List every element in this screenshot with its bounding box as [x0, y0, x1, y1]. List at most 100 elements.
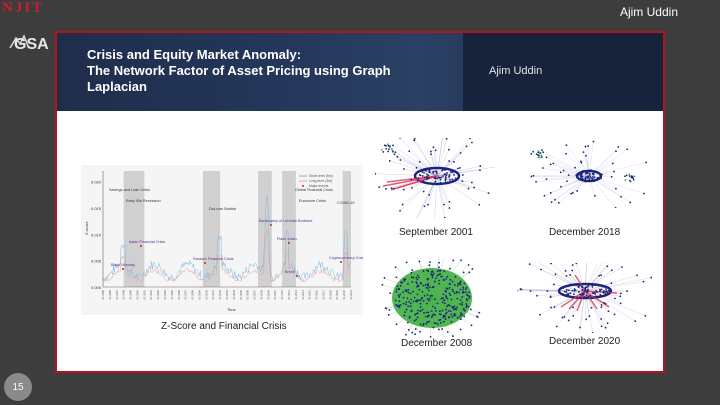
network-node [392, 150, 394, 153]
network-edge [402, 175, 438, 205]
network-node [440, 275, 443, 278]
network-node [464, 291, 467, 294]
network-node [468, 295, 471, 298]
network-dec-2018 [530, 140, 647, 208]
x-tick-label: 01-2011 [280, 289, 284, 299]
series-short-term [102, 195, 352, 283]
network-node [589, 294, 591, 297]
network-node [615, 150, 617, 153]
y-tick-label: 0.005 [91, 259, 102, 264]
network-node [429, 150, 432, 153]
network-node [601, 173, 603, 176]
network-node [479, 169, 481, 171]
network-node [386, 143, 389, 146]
network-node [436, 270, 439, 273]
network-node [584, 176, 587, 179]
network-node [450, 320, 453, 323]
event-marker [340, 261, 342, 263]
network-edge [409, 151, 438, 177]
chart-annotation: Global Financial Crisis [295, 188, 333, 192]
network-node [469, 308, 472, 311]
network-node [392, 144, 394, 147]
network-node [537, 156, 540, 159]
network-node [537, 150, 540, 152]
network-node [470, 324, 473, 327]
network-node [429, 295, 432, 297]
network-node [445, 290, 448, 293]
network-node [476, 316, 479, 319]
network-node [626, 148, 629, 151]
network-node [410, 298, 412, 301]
chart-annotation: Black Monday [111, 263, 135, 267]
network-node [614, 206, 617, 208]
network-node [443, 216, 446, 218]
network-node [599, 290, 602, 293]
network-node [605, 290, 608, 293]
network-node [440, 313, 442, 316]
network-edge [584, 263, 599, 292]
network-node [581, 288, 584, 291]
network-node [387, 313, 390, 316]
network-node [415, 276, 418, 279]
network-node [402, 188, 405, 191]
network-node [421, 297, 423, 299]
network-node [456, 306, 458, 309]
network-edge [414, 138, 438, 177]
page-number: 15 [4, 373, 32, 401]
network-edge [553, 163, 590, 177]
network-node [434, 314, 436, 316]
network-node [445, 287, 448, 290]
chart-annotation: Cryptocurrency Crash [329, 256, 363, 260]
network-edge [436, 175, 450, 202]
network-node [592, 140, 595, 143]
network-node [463, 315, 466, 318]
network-node [419, 330, 421, 333]
network-node [416, 293, 419, 296]
network-node [438, 328, 440, 331]
network-node [440, 297, 443, 300]
network-edge [588, 175, 622, 197]
zscore-chart: 0.020 0.015 0.010 0.005 0.000 Z-score Time 01-1… [81, 165, 366, 315]
network-node [530, 175, 533, 178]
network-node [433, 280, 436, 283]
network-node [383, 277, 386, 279]
network-node [390, 187, 393, 190]
network-node [563, 316, 566, 318]
network-node [449, 278, 452, 281]
network-node [560, 185, 562, 188]
chart-annotation: Savings and Loan Crisis [109, 188, 150, 192]
network-node [422, 284, 425, 287]
network-node [448, 207, 451, 209]
network-node [446, 297, 449, 300]
network-node [422, 270, 425, 272]
network-node [559, 171, 562, 174]
network-node [579, 160, 582, 163]
network-node [478, 203, 481, 206]
network-node [433, 322, 436, 324]
network-node [445, 296, 448, 299]
network-node [453, 173, 455, 176]
network-node [444, 176, 447, 178]
network-node [571, 269, 574, 272]
network-node [399, 303, 402, 306]
network-node [451, 171, 454, 174]
network-node [411, 331, 414, 334]
network-node [545, 156, 548, 159]
network-edge [584, 277, 652, 292]
network-node [419, 282, 422, 284]
network-node [448, 176, 450, 178]
network-node [435, 277, 437, 280]
network-node [447, 316, 450, 319]
x-tick-label: 01-2012 [287, 289, 291, 299]
x-tick-label: 01-2015 [308, 289, 312, 299]
network-node [405, 301, 408, 303]
network-node [606, 322, 609, 325]
network-node [565, 144, 568, 146]
network-node [428, 264, 431, 267]
network-node [550, 306, 552, 309]
network-node [427, 174, 430, 177]
network-node [452, 259, 455, 262]
network-node [626, 290, 629, 292]
slide-title: Crisis and Equity Market Anomaly: The Ne… [87, 47, 427, 95]
network-node [610, 175, 613, 178]
